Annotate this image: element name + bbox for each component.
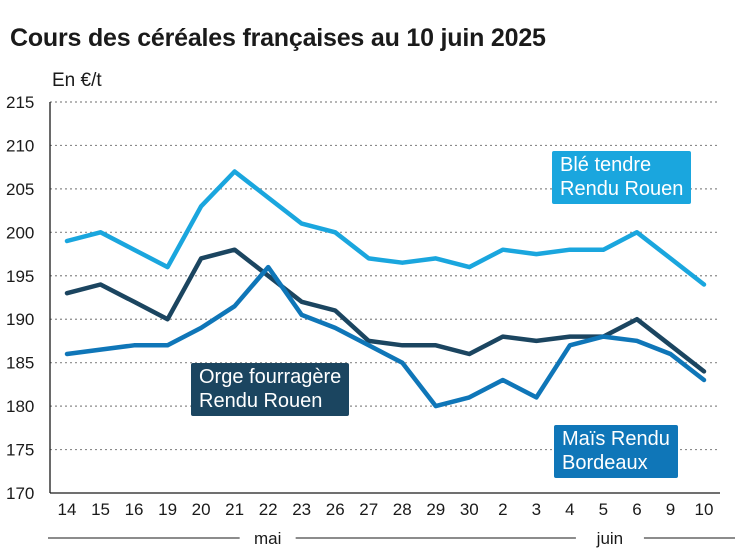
y-tick-label: 205 — [6, 180, 34, 199]
x-tick-label: 10 — [695, 500, 714, 519]
y-tick-label: 195 — [6, 267, 34, 286]
series-label-line: Bordeaux — [562, 452, 648, 474]
x-tick-label: 16 — [125, 500, 144, 519]
series-label-ble-tendre: Blé tendre Rendu Rouen — [552, 151, 692, 204]
x-tick-label: 26 — [326, 500, 345, 519]
x-tick-label: 2 — [498, 500, 507, 519]
x-tick-label: 21 — [225, 500, 244, 519]
month-label: juin — [596, 529, 623, 548]
y-tick-label: 170 — [6, 484, 34, 503]
y-tick-label: 190 — [6, 310, 34, 329]
series-line-0 — [64, 169, 707, 287]
y-tick-label: 185 — [6, 354, 34, 373]
x-tick-label: 20 — [192, 500, 211, 519]
series-label-line: Maïs Rendu — [562, 428, 670, 450]
x-tick-label: 15 — [91, 500, 110, 519]
x-tick-label: 29 — [426, 500, 445, 519]
series-label-mais: Maïs Rendu Bordeaux — [554, 425, 678, 478]
x-tick-label: 22 — [259, 500, 278, 519]
x-tick-label: 28 — [393, 500, 412, 519]
y-axis-unit-label: En €/t — [52, 70, 102, 91]
x-tick-label: 3 — [532, 500, 541, 519]
x-tick-label: 27 — [359, 500, 378, 519]
y-tick-label: 180 — [6, 397, 34, 416]
series-label-line: Rendu Rouen — [560, 178, 684, 200]
series-label-line: Rendu Rouen — [199, 390, 323, 412]
series-label-orge-fourragere: Orge fourragère Rendu Rouen — [191, 363, 350, 416]
series-label-line: Blé tendre — [560, 154, 652, 176]
x-tick-label: 5 — [599, 500, 608, 519]
y-tick-label: 200 — [6, 223, 34, 242]
x-tick-label: 30 — [460, 500, 479, 519]
x-tick-label: 9 — [666, 500, 675, 519]
x-tick-label: 14 — [58, 500, 77, 519]
month-label: mai — [254, 529, 281, 548]
y-tick-label: 175 — [6, 441, 34, 460]
x-tick-label: 6 — [632, 500, 641, 519]
x-tick-label: 23 — [292, 500, 311, 519]
y-tick-label: 210 — [6, 136, 34, 155]
y-tick-label: 215 — [6, 93, 34, 112]
series-line-2 — [64, 264, 707, 409]
series-label-line: Orge fourragère — [199, 366, 342, 388]
x-tick-label: 19 — [158, 500, 177, 519]
chart-title: Cours des céréales françaises au 10 juin… — [10, 24, 546, 52]
x-tick-label: 4 — [565, 500, 574, 519]
